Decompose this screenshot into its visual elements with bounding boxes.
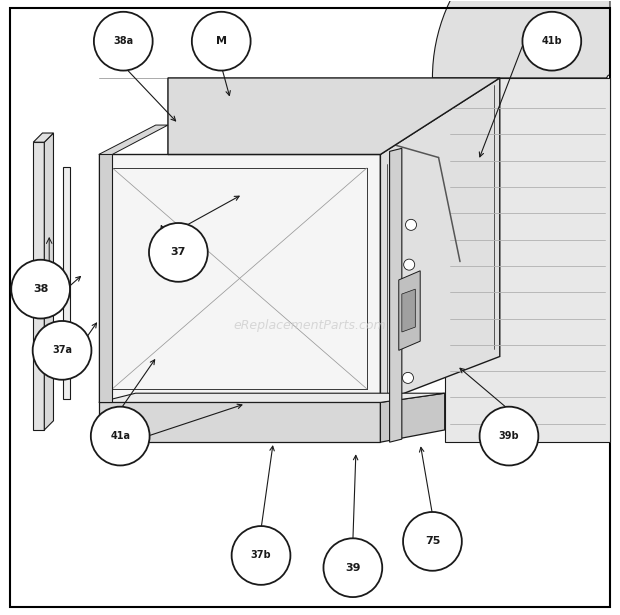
Polygon shape xyxy=(99,154,381,402)
Text: 37a: 37a xyxy=(52,346,72,355)
Circle shape xyxy=(324,538,383,597)
Polygon shape xyxy=(402,289,415,332)
Text: eReplacementParts.com: eReplacementParts.com xyxy=(234,319,386,332)
Polygon shape xyxy=(445,78,610,442)
Polygon shape xyxy=(389,148,402,442)
Polygon shape xyxy=(33,142,44,430)
Polygon shape xyxy=(99,393,445,402)
Polygon shape xyxy=(63,167,70,399)
Circle shape xyxy=(405,220,417,231)
Circle shape xyxy=(11,260,70,319)
Circle shape xyxy=(480,407,538,466)
Circle shape xyxy=(33,321,91,379)
Circle shape xyxy=(192,12,250,71)
Circle shape xyxy=(402,373,414,383)
Polygon shape xyxy=(381,78,500,402)
Circle shape xyxy=(403,512,462,571)
Text: 38: 38 xyxy=(33,284,48,294)
Polygon shape xyxy=(99,154,112,402)
Circle shape xyxy=(149,223,208,282)
Text: 39b: 39b xyxy=(498,431,520,441)
Polygon shape xyxy=(168,78,500,154)
Text: 37b: 37b xyxy=(250,550,272,560)
Wedge shape xyxy=(432,0,610,78)
Polygon shape xyxy=(381,393,445,442)
Circle shape xyxy=(523,12,581,71)
Text: 75: 75 xyxy=(425,536,440,546)
Text: 41a: 41a xyxy=(110,431,130,441)
Polygon shape xyxy=(44,133,53,430)
Circle shape xyxy=(232,526,290,585)
Polygon shape xyxy=(33,133,53,142)
Circle shape xyxy=(94,12,153,71)
Text: 41b: 41b xyxy=(541,36,562,46)
Circle shape xyxy=(91,407,149,466)
Circle shape xyxy=(404,259,415,270)
Text: 37: 37 xyxy=(170,247,186,258)
Text: M: M xyxy=(216,36,227,46)
Text: 38a: 38a xyxy=(113,36,133,46)
Polygon shape xyxy=(99,125,168,154)
Text: 39: 39 xyxy=(345,563,361,573)
Polygon shape xyxy=(99,402,381,442)
Polygon shape xyxy=(399,271,420,351)
